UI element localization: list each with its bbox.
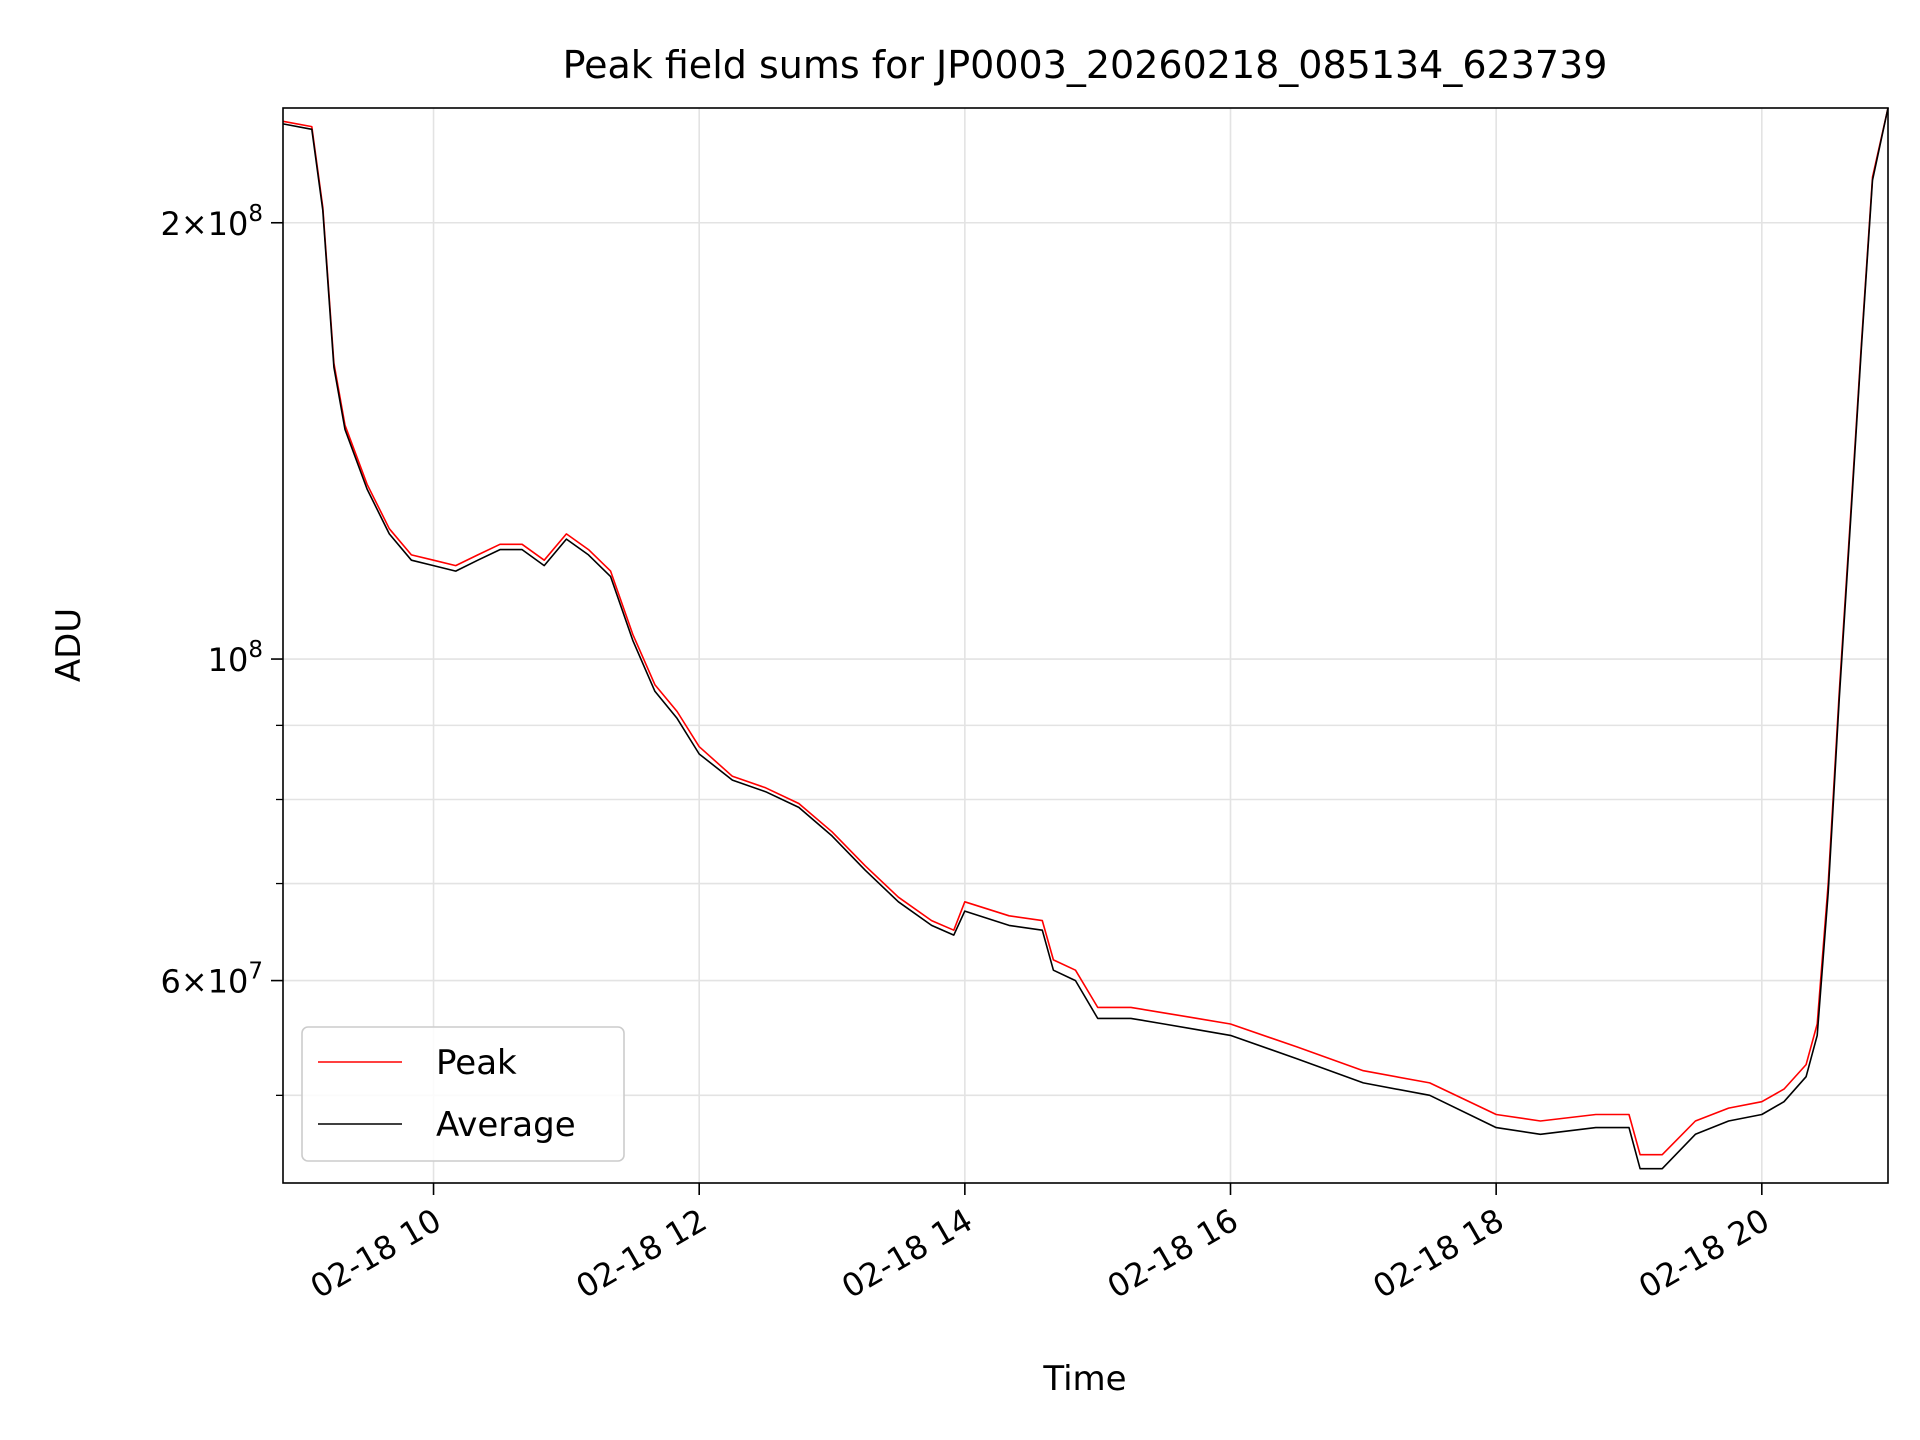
- axes-frame: [282, 107, 1889, 1184]
- series-line-average: [282, 107, 1889, 1170]
- y-axis-label: ADU: [49, 608, 89, 682]
- legend-label-peak: Peak: [436, 1043, 517, 1083]
- y-tick-label: 2×108: [160, 201, 263, 243]
- legend-label-average: Average: [436, 1105, 576, 1145]
- x-axis-label: Time: [1042, 1359, 1126, 1399]
- chart-title: Peak field sums for JP0003_20260218_0851…: [563, 43, 1608, 87]
- series-line-peak: [282, 107, 1889, 1156]
- legend: Peak Average: [301, 1026, 625, 1162]
- legend-box: [301, 1026, 625, 1162]
- plot-lines: [282, 107, 1889, 1170]
- y-tick-label: 108: [208, 637, 263, 679]
- gridlines: [283, 108, 1888, 1183]
- y-axis-ticks: 2×108 108 6×107: [160, 201, 283, 1096]
- y-tick-label: 6×107: [160, 959, 263, 1001]
